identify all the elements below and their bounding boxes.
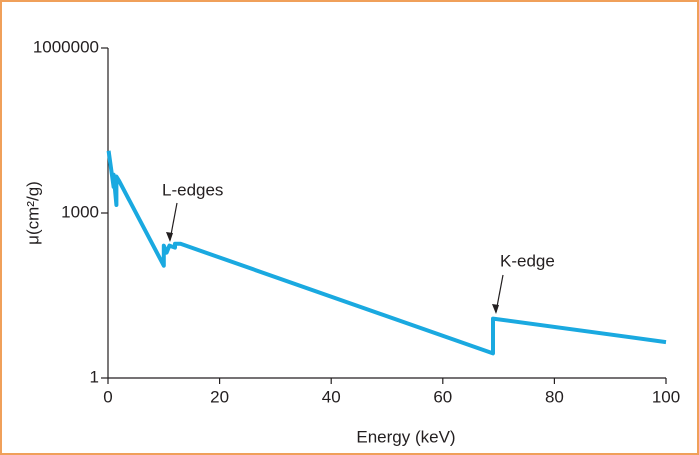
x-axis-label: Energy (keV) [356, 427, 455, 446]
x-tick-label: 100 [652, 387, 680, 406]
y-axis-label: μ(cm²/g) [23, 181, 42, 245]
x-tick-label: 40 [322, 387, 341, 406]
y-tick-label: 1 [90, 367, 99, 386]
y-tick-label: 1000 [61, 202, 99, 221]
x-tick-label: 0 [103, 387, 112, 406]
x-tick-label: 80 [545, 387, 564, 406]
x-tick-label: 60 [433, 387, 452, 406]
arrow-head [166, 232, 173, 242]
annotation: K-edge [500, 251, 555, 270]
x-tick-label: 20 [210, 387, 229, 406]
arrow-head [492, 304, 499, 314]
annotation: L-edges [162, 180, 223, 199]
data-line [106, 150, 667, 356]
y-tick-label: 1000000 [33, 37, 99, 56]
